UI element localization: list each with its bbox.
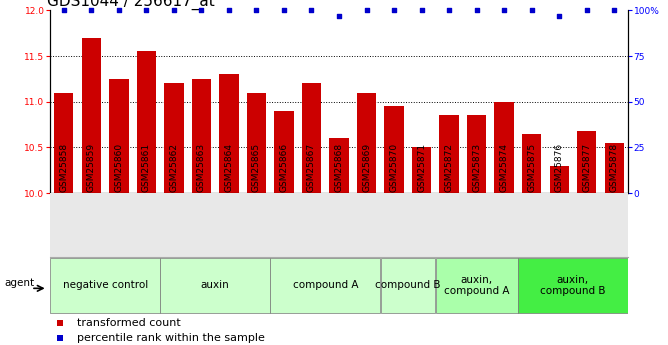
Bar — [384, 106, 403, 193]
Bar — [329, 138, 349, 193]
Bar — [412, 148, 431, 193]
Bar — [550, 166, 568, 193]
Bar — [436, 258, 518, 313]
Bar — [494, 102, 514, 193]
Bar — [81, 38, 101, 193]
Bar — [381, 258, 435, 313]
Point — [581, 8, 592, 13]
Point — [526, 8, 537, 13]
Bar — [50, 258, 160, 313]
Point — [168, 8, 179, 13]
Point — [361, 8, 372, 13]
Text: compound A: compound A — [293, 280, 358, 290]
Point — [251, 8, 262, 13]
Point — [114, 8, 124, 13]
Bar — [160, 258, 270, 313]
Text: transformed count: transformed count — [77, 318, 180, 328]
Point — [59, 8, 69, 13]
Bar — [518, 258, 628, 313]
Bar — [164, 83, 184, 193]
Bar — [110, 79, 128, 193]
Text: negative control: negative control — [63, 280, 148, 290]
Point — [609, 8, 619, 13]
Bar — [54, 93, 73, 193]
Bar — [357, 93, 376, 193]
Point — [416, 8, 427, 13]
Bar — [192, 79, 211, 193]
Point — [333, 13, 345, 19]
Point — [471, 8, 482, 13]
Text: agent: agent — [4, 278, 34, 288]
Text: GDS1044 / 256617_at: GDS1044 / 256617_at — [47, 0, 215, 10]
Text: auxin,
compound A: auxin, compound A — [444, 275, 509, 296]
Text: auxin,
compound B: auxin, compound B — [540, 275, 606, 296]
Bar — [577, 131, 597, 193]
Point — [141, 8, 152, 13]
Point — [306, 8, 317, 13]
Text: compound B: compound B — [375, 280, 441, 290]
Bar — [522, 134, 541, 193]
Text: percentile rank within the sample: percentile rank within the sample — [77, 333, 265, 343]
Point — [444, 8, 454, 13]
Bar — [275, 111, 294, 193]
Point — [196, 8, 207, 13]
Bar — [137, 51, 156, 193]
Bar — [302, 83, 321, 193]
Point — [554, 13, 564, 19]
Point — [224, 8, 234, 13]
Bar — [467, 116, 486, 193]
Point — [279, 8, 289, 13]
Bar — [605, 143, 624, 193]
Point — [499, 8, 510, 13]
Point — [389, 8, 399, 13]
Bar — [247, 93, 266, 193]
Bar — [219, 74, 238, 193]
Point — [86, 8, 97, 13]
Text: auxin: auxin — [201, 280, 230, 290]
Bar — [440, 116, 459, 193]
Bar — [271, 258, 380, 313]
